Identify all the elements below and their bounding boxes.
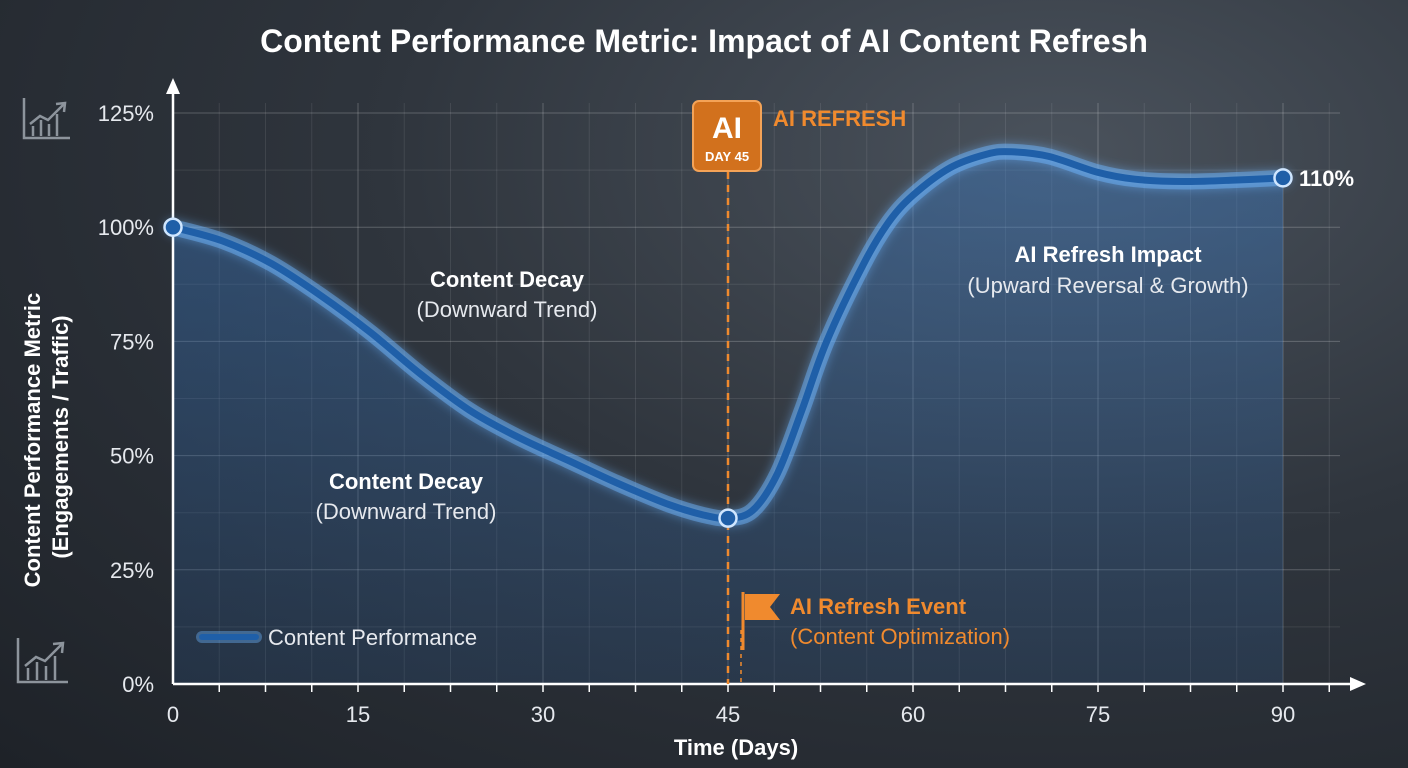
ai-refresh-label: AI REFRESH [773,106,906,131]
data-markers [163,168,1293,528]
data-point [1273,168,1293,188]
annotation-decay-2-subtitle: (Downward Trend) [316,499,497,524]
flag-icon [741,592,780,650]
annotation-decay-2-title: Content Decay [329,469,484,494]
ai-badge: AI DAY 45 [692,100,762,172]
y-axis-label-line-2: (Engagements / Traffic) [48,315,73,558]
data-point [163,217,183,237]
y-axis-arrow [166,78,180,94]
y-tick-labels: 0% 25% 50% 75% 100% 125% [98,101,154,697]
y-tick-label: 100% [98,215,154,240]
y-axis-label: Content Performance Metric (Engagements … [20,287,73,588]
annotation-decay-1-subtitle: (Downward Trend) [417,297,598,322]
x-axis-arrow [1350,677,1366,691]
data-point [718,508,738,528]
y-tick-label: 125% [98,101,154,126]
end-value-label: 110% [1299,166,1354,191]
ai-badge-text: AI [712,112,742,145]
ai-badge-box [692,100,762,172]
x-tick-label: 60 [901,702,925,727]
event-title: AI Refresh Event [790,594,967,619]
x-tick-label: 75 [1086,702,1110,727]
growth-chart-icon [16,638,68,684]
chart-title: Content Performance Metric: Impact of AI… [260,23,1148,59]
ai-badge-day: DAY 45 [705,149,749,164]
growth-chart-icon [22,98,70,140]
annotation-impact-subtitle: (Upward Reversal & Growth) [967,273,1248,298]
legend: Content Performance [196,625,477,650]
x-tick-label: 15 [346,702,370,727]
x-tick-labels: 0 15 30 45 60 75 90 [167,702,1295,727]
x-tick-label: 0 [167,702,179,727]
annotation-decay-1-title: Content Decay [430,267,585,292]
annotation-impact-title: AI Refresh Impact [1014,242,1202,267]
axes [166,78,1366,691]
x-tick-label: 45 [716,702,740,727]
event-subtitle: (Content Optimization) [790,624,1010,649]
minor-ticks [218,684,1330,692]
series-area [173,151,1283,685]
x-tick-label: 30 [531,702,555,727]
y-tick-label: 75% [110,329,154,354]
y-tick-label: 50% [110,444,154,469]
y-axis-label-line-1: Content Performance Metric [20,293,45,588]
y-tick-label: 25% [110,558,154,583]
x-axis-label: Time (Days) [674,735,798,760]
legend-label: Content Performance [268,625,477,650]
series-line [169,148,1287,522]
x-tick-label: 90 [1271,702,1295,727]
y-tick-label: 0% [122,672,154,697]
